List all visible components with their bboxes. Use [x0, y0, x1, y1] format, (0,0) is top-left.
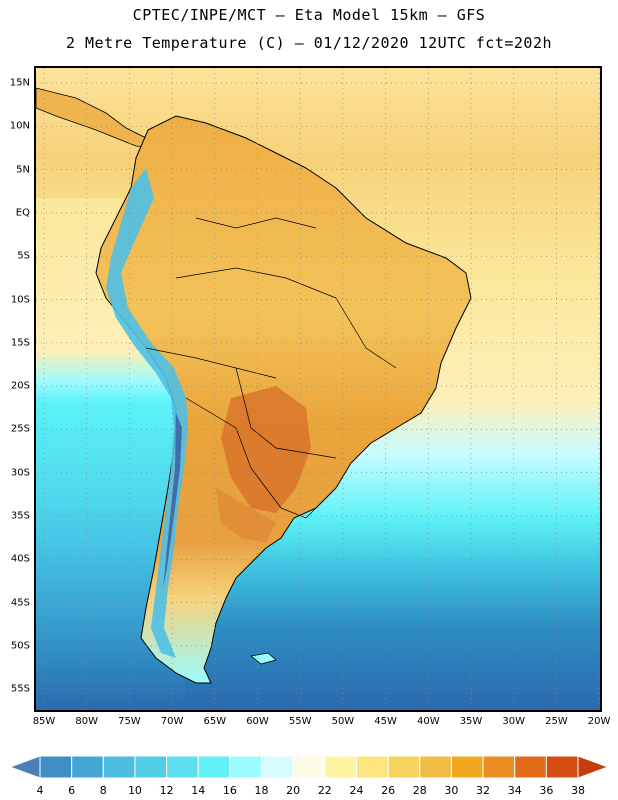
hot-region	[221, 386, 311, 513]
colorbar-right-arrow	[577, 755, 610, 779]
colorbar-box	[166, 755, 199, 779]
colorbar-tick-38: 38	[571, 784, 585, 797]
colorbar-box	[197, 755, 231, 779]
colorbar-tick-36: 36	[539, 784, 553, 797]
colorbar-tick-14: 14	[191, 784, 205, 797]
colorbar-tick-34: 34	[508, 784, 522, 797]
lat-label-10n: 10N	[9, 120, 30, 132]
colorbar-tick-8: 8	[100, 784, 107, 797]
lon-label-40w: 40W	[416, 716, 440, 727]
colorbar-box	[545, 755, 579, 779]
colorbar-tick-labels: 4 6 8 10 12 14 16 18 20 22 24 26 28 30 32 34 36 38	[37, 784, 586, 797]
title-line-2: 2 Metre Temperature (C) – 01/12/2020 12U…	[65, 34, 553, 52]
lon-label-55w: 55W	[288, 716, 312, 727]
lon-label-30w: 30W	[502, 716, 525, 727]
colorbar-left-arrow	[8, 755, 41, 779]
lat-label-55s: 55S	[10, 683, 30, 695]
falkland-islands	[250, 652, 277, 665]
lon-label-20w: 20W	[587, 716, 611, 727]
colorbar-tick-6: 6	[68, 784, 75, 797]
lon-label-45w: 45W	[374, 716, 397, 727]
colorbar-tick-12: 12	[160, 784, 174, 797]
colorbar-tick-32: 32	[476, 784, 490, 797]
lat-label-15s: 15S	[10, 337, 30, 349]
lon-label-50w: 50W	[331, 716, 355, 727]
lat-label-eq: EQ	[15, 207, 30, 219]
colorbar-box	[229, 755, 263, 779]
lat-label-40s: 40S	[10, 553, 30, 565]
colorbar-box	[134, 755, 168, 779]
andes-cold-band	[106, 168, 188, 658]
colorbar-tick-26: 26	[381, 784, 395, 797]
colorbar-tick-22: 22	[318, 784, 332, 797]
map-frame	[34, 66, 602, 712]
lon-label-75w: 75W	[118, 716, 141, 727]
colorbar-tick-4: 4	[37, 784, 44, 797]
colorbar: 4 6 8 10 12 14 16 18 20 22 24 26 28 30 32 34 36 38	[8, 755, 610, 797]
colorbar-boxes	[8, 755, 610, 779]
colorbar-tick-30: 30	[444, 784, 458, 797]
lon-label-85w: 85W	[32, 716, 56, 727]
lat-label-25s: 25S	[10, 423, 30, 435]
colorbar-box	[71, 755, 104, 779]
colorbar-box	[292, 755, 326, 779]
colorbar-box	[102, 755, 136, 779]
lon-label-70w: 70W	[160, 716, 184, 727]
lon-label-35w: 35W	[459, 716, 483, 727]
colorbar-tick-20: 20	[286, 784, 300, 797]
title-line-1: CPTEC/INPE/MCT – Eta Model 15km – GFS	[132, 6, 486, 24]
colorbar-box	[514, 755, 547, 779]
colorbar-tick-16: 16	[223, 784, 237, 797]
lat-label-20s: 20S	[10, 380, 30, 392]
colorbar-tick-24: 24	[349, 784, 363, 797]
colorbar-box	[387, 755, 421, 779]
lat-label-5n: 5N	[16, 164, 30, 176]
lon-label-25w: 25W	[545, 716, 568, 727]
colorbar-box	[39, 755, 73, 779]
colorbar-tick-10: 10	[128, 784, 142, 797]
country-borders	[145, 217, 397, 519]
lon-label-80w: 80W	[75, 716, 98, 727]
lon-label-65w: 65W	[203, 716, 227, 727]
central-america	[36, 87, 155, 149]
lat-label-35s: 35S	[10, 510, 30, 522]
lat-label-30s: 30S	[10, 467, 30, 479]
lat-label-15n: 15N	[9, 77, 30, 89]
colorbar-box	[482, 755, 516, 779]
colorbar-tick-28: 28	[413, 784, 427, 797]
colorbar-tick-18: 18	[255, 784, 269, 797]
warm-region	[216, 488, 276, 543]
lat-label-10s: 10S	[10, 294, 30, 305]
andes-very-cold	[163, 413, 182, 588]
lat-label-5s: 5S	[17, 250, 30, 262]
lat-label-50s: 50S	[10, 640, 30, 652]
colorbar-box	[261, 755, 294, 779]
colorbar-box	[450, 755, 484, 779]
grid-lines	[36, 68, 600, 710]
colorbar-box	[324, 755, 357, 779]
colorbar-box	[419, 755, 452, 779]
temperature-map	[36, 68, 600, 710]
lat-label-45s: 45S	[10, 597, 30, 609]
lon-label-60w: 60W	[246, 716, 269, 727]
colorbar-box	[355, 755, 389, 779]
